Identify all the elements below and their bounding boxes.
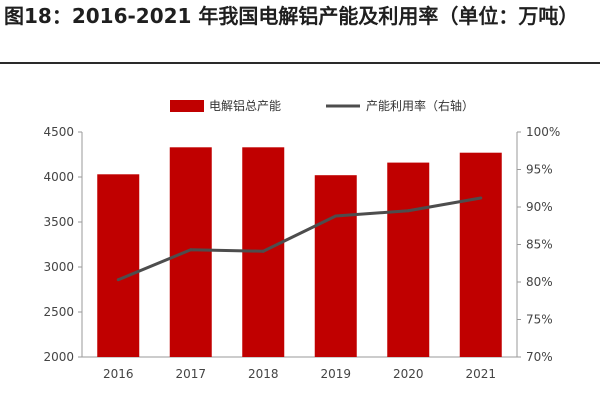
left-tick-label: 3500	[43, 215, 74, 229]
legend-line-label: 产能利用率（右轴）	[366, 98, 474, 113]
utilization-line	[117, 196, 482, 282]
right-tick-label: 100%	[526, 125, 560, 139]
chart-title: 图18：2016-2021 年我国电解铝产能及利用率（单位：万吨）	[4, 4, 579, 28]
left-tick-label: 3000	[43, 260, 74, 274]
right-tick-label: 70%	[526, 350, 553, 364]
left-tick-label: 2000	[43, 350, 74, 364]
x-tick-label: 2019	[320, 367, 351, 381]
x-tick-label: 2021	[465, 367, 496, 381]
x-tick-label: 2017	[175, 367, 206, 381]
x-tick-label: 2020	[393, 367, 424, 381]
right-tick-label: 75%	[526, 313, 553, 327]
right-tick-label: 80%	[526, 275, 553, 289]
bar-2020	[387, 162, 430, 357]
utilization-point-2018	[261, 249, 265, 253]
utilization-point-2016	[116, 278, 120, 282]
right-tick-label: 85%	[526, 238, 553, 252]
left-tick-label: 4000	[43, 170, 74, 184]
title-underline	[0, 62, 600, 64]
bar-2021	[459, 152, 502, 357]
utilization-point-2017	[189, 248, 193, 252]
utilization-point-2021	[479, 196, 483, 200]
utilization-point-2019	[334, 214, 338, 218]
bar-2019	[314, 175, 357, 357]
left-tick-label: 4500	[43, 125, 74, 139]
legend-bar-swatch	[170, 100, 204, 112]
bar-2016	[97, 174, 140, 357]
right-tick-label: 95%	[526, 163, 553, 177]
x-tick-label: 2018	[248, 367, 279, 381]
right-tick-label: 90%	[526, 200, 553, 214]
utilization-point-2020	[406, 209, 410, 213]
bar-2017	[169, 147, 212, 357]
left-tick-label: 2500	[43, 305, 74, 319]
x-tick-label: 2016	[103, 367, 134, 381]
legend-bar-label: 电解铝总产能	[209, 98, 281, 113]
